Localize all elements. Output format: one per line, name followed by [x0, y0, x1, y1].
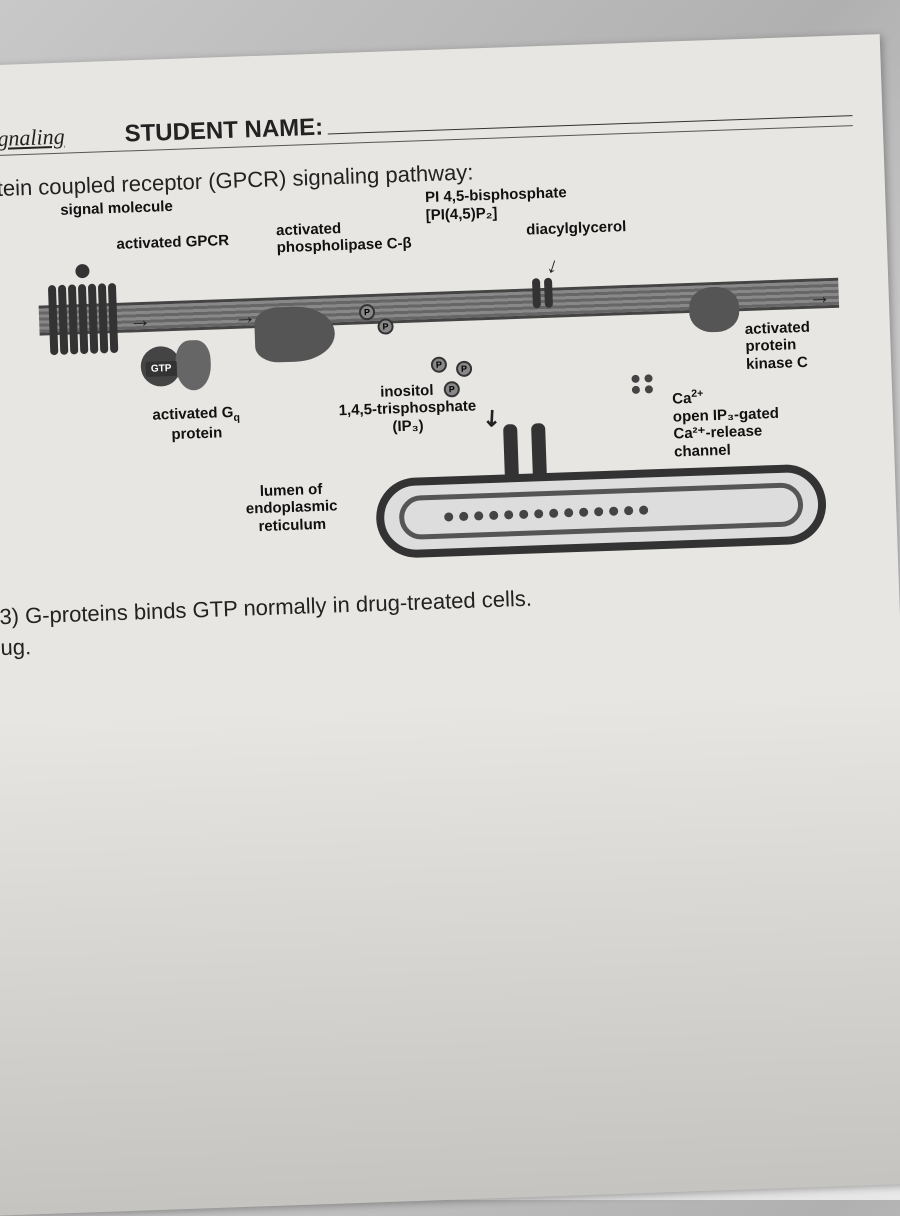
- signal-molecule-dot: [75, 264, 89, 278]
- phospholipase-c: [254, 305, 336, 363]
- label-ca-text: Ca: [672, 390, 692, 408]
- label-activated-gpcr: activated GPCR: [116, 232, 229, 253]
- label-pkc-c: kinase C: [746, 353, 808, 372]
- name-blank-line: [327, 96, 853, 134]
- label-gq-sub: q: [233, 412, 240, 424]
- protein-kinase-c: [688, 286, 740, 333]
- label-chan-c: channel: [674, 441, 731, 460]
- label-pip2-a: PI 4,5-bisphosphate: [425, 184, 567, 206]
- student-name-label: STUDENT NAME:: [124, 114, 324, 149]
- arrow-icon: ↓: [544, 252, 562, 280]
- pip2-lipid: P P: [358, 293, 399, 324]
- label-pkc: activated protein kinase C: [745, 319, 812, 373]
- gpcr-receptor: [48, 283, 120, 355]
- worksheet-paper: signaling STUDENT NAME: otein coupled re…: [0, 34, 900, 1216]
- arrow-icon: →: [808, 283, 831, 310]
- label-ip3-a: inositol: [380, 382, 434, 401]
- header-row: signaling STUDENT NAME:: [0, 95, 853, 156]
- calcium-ions: [631, 374, 655, 394]
- phosphate-icon: P: [359, 304, 376, 321]
- label-er-a: lumen of: [260, 481, 323, 500]
- label-pkc-b: protein: [745, 336, 796, 355]
- arrow-icon: →: [129, 307, 152, 334]
- label-er-c: reticulum: [258, 515, 326, 534]
- phosphate-icon: P: [431, 356, 448, 373]
- endoplasmic-reticulum: [375, 463, 828, 559]
- label-ca: Ca2+: [672, 388, 704, 408]
- label-pip2-b: [PI(4,5)P₂]: [425, 205, 497, 225]
- label-er: lumen of endoplasmic reticulum: [245, 480, 338, 535]
- label-chan-b: Ca²⁺-release: [673, 423, 762, 443]
- label-chan-a: open IP₃-gated: [673, 405, 780, 426]
- phosphate-icon: P: [456, 361, 473, 378]
- label-ip3-c: (IP₃): [392, 417, 424, 435]
- arrow-icon: →: [234, 303, 257, 330]
- label-plc: activated phospholipase C-β: [276, 218, 412, 257]
- dag-lipid: [528, 277, 559, 313]
- label-ca-sup: 2+: [691, 388, 703, 400]
- gtp-label: GTP: [146, 361, 177, 377]
- label-pkc-a: activated: [745, 319, 811, 338]
- label-gq-b: protein: [171, 424, 222, 443]
- label-ip3: inositol 1,4,5-trisphosphate (IP₃): [322, 380, 494, 438]
- label-gq: activated Gq protein: [152, 404, 241, 444]
- header-left-word: signaling: [0, 124, 65, 153]
- gpcr-diagram: signal molecule activated GPCR activated…: [0, 182, 858, 592]
- label-signal-molecule: signal molecule: [60, 198, 173, 219]
- label-gq-a: activated G: [152, 404, 233, 424]
- page-shadow: [0, 684, 900, 1216]
- label-ip3-b: 1,4,5-trisphosphate: [338, 398, 476, 420]
- label-channel: open IP₃-gated Ca²⁺-release channel: [673, 405, 781, 460]
- label-dag: diacylglycerol: [526, 218, 627, 239]
- phosphate-icon: P: [377, 318, 394, 335]
